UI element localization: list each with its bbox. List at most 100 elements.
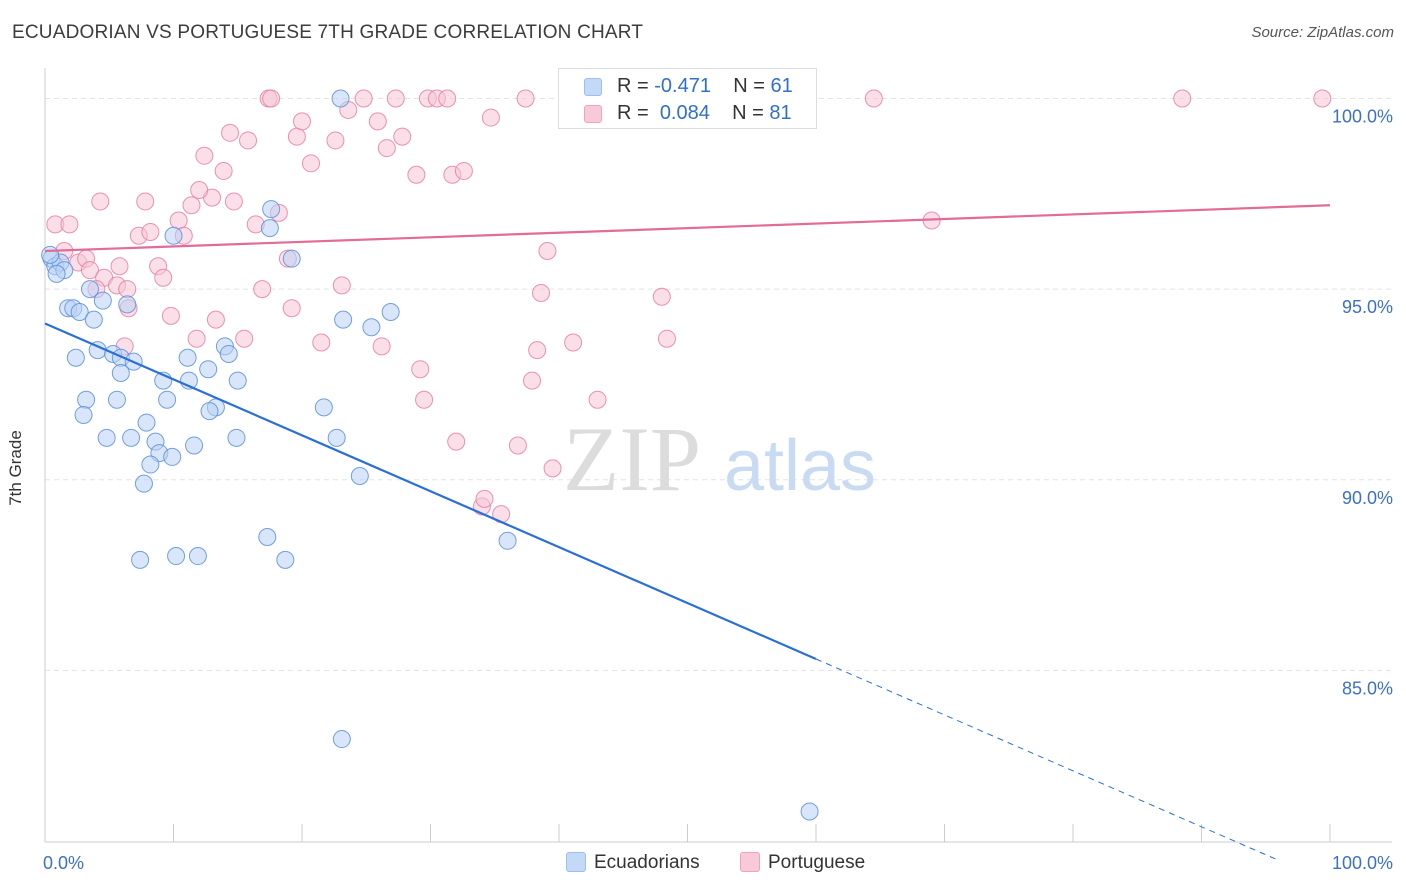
r-value: 0.084 <box>659 102 710 124</box>
n-label: N = <box>732 102 764 124</box>
point-portuguese <box>154 268 173 287</box>
point-ecuadorian <box>350 466 369 485</box>
point-ecuadorian <box>334 310 353 329</box>
point-portuguese <box>262 89 281 108</box>
point-portuguese <box>481 108 500 127</box>
point-ecuadorian <box>260 219 279 238</box>
legend-swatch-blue <box>566 852 586 872</box>
point-ecuadorian <box>498 531 517 550</box>
point-ecuadorian <box>84 310 103 329</box>
point-ecuadorian <box>228 371 247 390</box>
watermark-zip: ZIP <box>563 408 701 510</box>
trend-line-ecuadorians <box>44 322 817 660</box>
point-ecuadorian <box>158 390 177 409</box>
point-portuguese <box>224 192 243 211</box>
point-portuguese <box>239 131 258 150</box>
point-portuguese <box>190 181 209 200</box>
n-value: 81 <box>769 102 792 124</box>
point-portuguese <box>136 192 155 211</box>
point-ecuadorian <box>164 226 183 245</box>
point-portuguese <box>657 329 676 348</box>
point-portuguese <box>393 127 412 146</box>
point-portuguese <box>221 123 240 142</box>
point-ecuadorian <box>178 348 197 367</box>
point-ecuadorian <box>41 245 60 264</box>
grid-lines <box>45 98 1392 671</box>
point-portuguese <box>91 192 110 211</box>
point-ecuadorian <box>362 318 381 337</box>
point-ecuadorian <box>327 428 346 447</box>
point-portuguese <box>447 432 466 451</box>
point-ecuadorian <box>47 264 66 283</box>
point-ecuadorian <box>107 390 126 409</box>
point-ecuadorian <box>276 550 295 569</box>
point-portuguese <box>386 89 405 108</box>
point-portuguese <box>287 127 306 146</box>
point-ecuadorian <box>219 344 238 363</box>
point-portuguese <box>372 337 391 356</box>
point-ecuadorian <box>111 364 130 383</box>
watermark: ZIP atlas <box>563 408 876 510</box>
point-ecuadorian <box>262 200 281 219</box>
r-label: R = <box>617 75 649 97</box>
point-portuguese <box>1173 89 1192 108</box>
r-label: R = <box>617 102 649 124</box>
point-ecuadorian <box>163 447 182 466</box>
point-portuguese <box>253 280 272 299</box>
point-portuguese <box>141 222 160 241</box>
trend-line-ecuadorians-extension <box>815 658 1279 861</box>
point-portuguese <box>528 341 547 360</box>
point-ecuadorian <box>118 295 137 314</box>
point-ecuadorian <box>134 474 153 493</box>
point-portuguese <box>538 242 557 261</box>
point-portuguese <box>864 89 883 108</box>
point-ecuadorian <box>93 291 112 310</box>
y-tick-label: 100.0% <box>1332 107 1393 127</box>
point-ecuadorian <box>77 390 96 409</box>
point-portuguese <box>214 161 233 180</box>
legend-label: Portuguese <box>768 852 866 873</box>
point-portuguese <box>332 276 351 295</box>
y-tick-label: 90.0% <box>1342 488 1393 508</box>
point-portuguese <box>516 89 535 108</box>
point-portuguese <box>195 146 214 165</box>
point-ecuadorian <box>185 436 204 455</box>
point-portuguese <box>110 257 129 276</box>
x-tick-label-end: 100.0% <box>1332 853 1393 873</box>
point-portuguese <box>326 131 345 150</box>
r-value: -0.471 <box>654 75 711 97</box>
point-portuguese <box>454 161 473 180</box>
point-ecuadorian <box>122 428 141 447</box>
legend-item-ecuadorians[interactable]: Ecuadorians <box>566 852 700 874</box>
point-portuguese <box>301 154 320 173</box>
y-tick-label: 95.0% <box>1342 297 1393 317</box>
n-label: N = <box>733 75 765 97</box>
point-portuguese <box>377 139 396 158</box>
point-ecuadorian <box>227 428 246 447</box>
point-ecuadorian <box>167 547 186 566</box>
point-portuguese <box>182 196 201 215</box>
point-portuguese <box>523 371 542 390</box>
x-tick-label-start: 0.0% <box>43 853 84 873</box>
point-portuguese <box>368 112 387 131</box>
point-ecuadorian <box>74 405 93 424</box>
point-portuguese <box>161 306 180 325</box>
point-portuguese <box>282 299 301 318</box>
point-portuguese <box>588 390 607 409</box>
legend-item-portuguese[interactable]: Portuguese <box>740 852 865 874</box>
point-portuguese <box>169 211 188 230</box>
point-ecuadorian <box>131 550 150 569</box>
point-ecuadorian <box>314 398 333 417</box>
point-portuguese <box>564 333 583 352</box>
point-portuguese <box>1313 89 1332 108</box>
point-portuguese <box>206 310 225 329</box>
tick-labels: 85.0% 90.0% 95.0% 100.0% 0.0% 100.0% <box>43 107 1393 873</box>
point-portuguese <box>293 112 311 131</box>
point-ecuadorian <box>137 413 156 432</box>
point-ecuadorian <box>141 455 160 474</box>
point-portuguese <box>532 283 551 302</box>
point-portuguese <box>354 89 373 108</box>
point-portuguese <box>508 436 527 455</box>
point-portuguese <box>543 459 562 478</box>
